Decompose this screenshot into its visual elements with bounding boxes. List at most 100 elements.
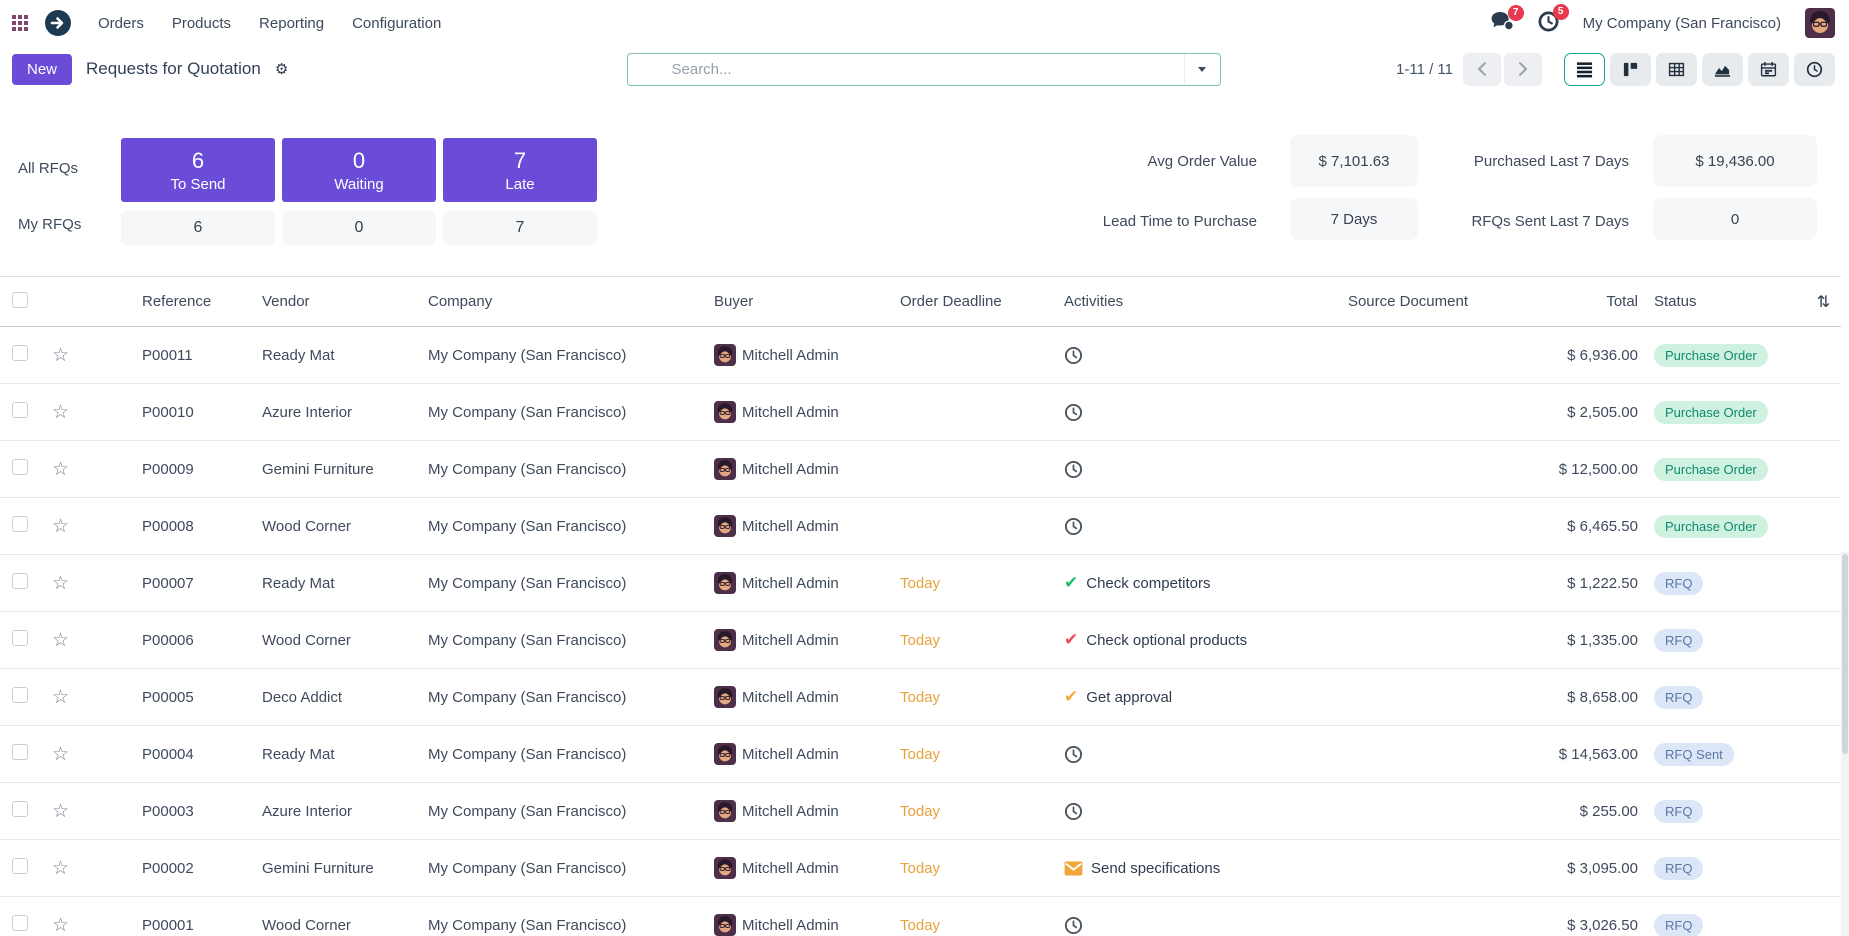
activity-label: Check optional products [1086,631,1248,649]
favorite-star-icon[interactable]: ☆ [52,800,70,822]
card-to-send[interactable]: 6 To Send [121,138,275,202]
pager-next-button[interactable] [1504,52,1542,86]
activity-button[interactable]: ✔ Check competitors [1064,556,1312,612]
activities-button[interactable]: 5 [1538,3,1569,36]
favorite-star-icon[interactable]: ☆ [52,686,70,708]
table-row[interactable]: ☆ P00006 Wood Corner My Company (San Fra… [0,611,1841,669]
cell-total: $ 6,936.00 [1567,346,1638,364]
table-row[interactable]: ☆ P00008 Wood Corner My Company (San Fra… [0,497,1841,555]
row-checkbox[interactable] [12,744,28,760]
header-reference[interactable]: Reference [134,276,254,327]
table-row[interactable]: ☆ P00004 Ready Mat My Company (San Franc… [0,725,1841,783]
header-activities[interactable]: Activities [1056,276,1320,327]
header-buyer[interactable]: Buyer [706,276,892,327]
my-to-send-value[interactable]: 6 [121,210,275,246]
activity-button[interactable] [1064,327,1312,383]
favorite-star-icon[interactable]: ☆ [52,629,70,651]
activity-button[interactable]: ✔ Get approval [1064,670,1312,726]
kanban-view-button[interactable] [1610,52,1651,86]
list-view-button[interactable] [1564,52,1605,86]
activity-button[interactable]: Send specifications [1064,841,1312,897]
header-status[interactable]: Status [1646,276,1806,327]
company-switcher[interactable]: My Company (San Francisco) [1582,14,1781,32]
table-row[interactable]: ☆ P00010 Azure Interior My Company (San … [0,383,1841,441]
cell-buyer: Mitchell Admin [742,403,839,421]
activity-button[interactable] [1064,784,1312,840]
table-row[interactable]: ☆ P00001 Wood Corner My Company (San Fra… [0,896,1841,936]
row-checkbox[interactable] [12,801,28,817]
pager-range: 1-11 / 11 [1396,60,1453,78]
row-checkbox[interactable] [12,858,28,874]
cell-reference: P00011 [142,346,193,364]
row-checkbox[interactable] [12,630,28,646]
status-badge: RFQ [1654,571,1704,595]
cell-buyer: Mitchell Admin [742,802,839,820]
to-send-caption: To Send [170,175,226,193]
pivot-view-button[interactable] [1656,52,1697,86]
table-row[interactable]: ☆ P00009 Gemini Furniture My Company (Sa… [0,440,1841,498]
table-row[interactable]: ☆ P00005 Deco Addict My Company (San Fra… [0,668,1841,726]
user-avatar[interactable] [1805,8,1835,38]
scrollbar-thumb[interactable] [1842,554,1848,754]
activity-button[interactable] [1064,385,1312,441]
activity-view-button[interactable] [1794,52,1835,86]
vertical-scrollbar[interactable] [1841,552,1849,936]
row-checkbox[interactable] [12,687,28,703]
row-checkbox[interactable] [12,573,28,589]
activity-button[interactable] [1064,897,1312,936]
messages-button[interactable]: 7 [1491,4,1524,35]
favorite-star-icon[interactable]: ☆ [52,344,70,366]
favorite-star-icon[interactable]: ☆ [52,572,70,594]
header-company[interactable]: Company [420,276,706,327]
favorite-star-icon[interactable]: ☆ [52,515,70,537]
row-checkbox[interactable] [12,402,28,418]
menu-configuration[interactable]: Configuration [352,14,442,32]
menu-reporting[interactable]: Reporting [259,14,325,32]
menu-products[interactable]: Products [171,14,232,32]
my-waiting-value[interactable]: 0 [282,210,436,246]
favorite-star-icon[interactable]: ☆ [52,914,70,936]
row-checkbox[interactable] [12,516,28,532]
activity-button[interactable]: ✔ Check optional products [1064,613,1312,669]
cell-order-deadline: Today [900,688,941,706]
favorite-star-icon[interactable]: ☆ [52,857,70,879]
cell-total: $ 2,505.00 [1567,403,1638,421]
table-row[interactable]: ☆ P00002 Gemini Furniture My Company (Sa… [0,839,1841,897]
optional-columns-icon[interactable]: ⇅ [1816,293,1831,311]
activity-button[interactable] [1064,727,1312,783]
header-vendor[interactable]: Vendor [254,276,420,327]
table-row[interactable]: ☆ P00007 Ready Mat My Company (San Franc… [0,554,1841,612]
search-dropdown-toggle[interactable] [1183,53,1220,85]
status-badge: RFQ [1654,628,1704,652]
menu-orders[interactable]: Orders [98,14,144,32]
buyer-avatar [714,800,736,822]
card-late[interactable]: 7 Late [443,138,597,202]
new-button[interactable]: New [12,53,73,85]
favorite-star-icon[interactable]: ☆ [52,743,70,765]
messages-count-badge: 7 [1507,4,1524,21]
search-input[interactable] [627,53,1184,85]
row-checkbox[interactable] [12,459,28,475]
my-late-value[interactable]: 7 [443,210,597,246]
purchase-app-icon[interactable] [44,9,72,37]
calendar-view-button[interactable] [1748,52,1789,86]
favorite-star-icon[interactable]: ☆ [52,458,70,480]
graph-view-button[interactable] [1702,52,1743,86]
activity-button[interactable] [1064,442,1312,498]
pager-previous-button[interactable] [1463,52,1501,86]
card-waiting[interactable]: 0 Waiting [282,138,436,202]
table-row[interactable]: ☆ P00003 Azure Interior My Company (San … [0,782,1841,840]
apps-grid-icon[interactable] [12,15,28,31]
status-badge: RFQ [1654,685,1704,709]
activity-button[interactable] [1064,499,1312,555]
row-checkbox[interactable] [12,915,28,931]
row-checkbox[interactable] [12,345,28,361]
table-row[interactable]: ☆ P00011 Ready Mat My Company (San Franc… [0,327,1841,384]
select-all-checkbox[interactable] [12,291,28,308]
table-header-row: Reference Vendor Company Buyer Order Dea… [0,276,1841,327]
action-gear-icon[interactable]: ⚙ [274,61,289,78]
header-order-deadline[interactable]: Order Deadline [892,276,1056,327]
favorite-star-icon[interactable]: ☆ [52,401,70,423]
header-source-document[interactable]: Source Document [1320,276,1476,327]
header-total[interactable]: Total [1476,276,1646,327]
